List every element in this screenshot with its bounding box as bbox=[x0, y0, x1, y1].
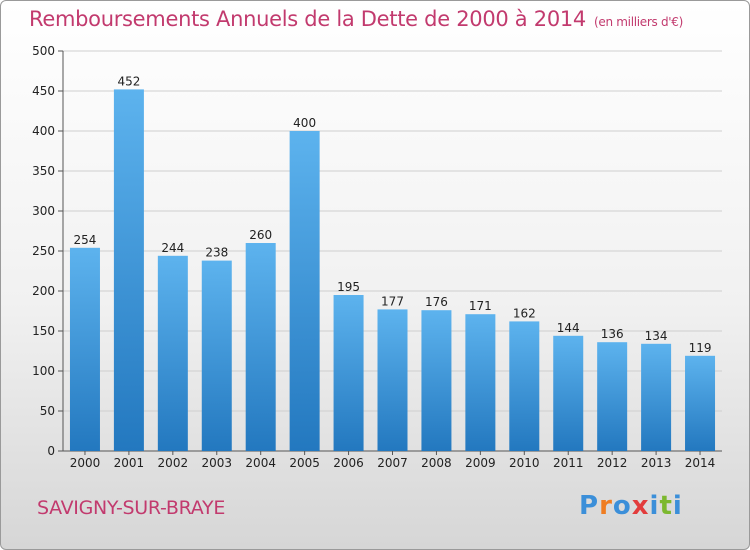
y-tick-label: 450 bbox=[32, 84, 55, 98]
bars bbox=[69, 89, 716, 452]
logo-letter: x bbox=[631, 491, 650, 521]
data-label-2009: 171 bbox=[469, 299, 492, 313]
bar-2009 bbox=[465, 314, 496, 451]
y-tick-label: 100 bbox=[32, 364, 55, 378]
x-tick-label-2008: 2008 bbox=[421, 456, 452, 470]
labels: 0 50 100 150 200 250 300 350 400 450 500 254 2000 452… bbox=[32, 44, 715, 470]
data-label-2003: 238 bbox=[205, 246, 228, 260]
x-tick-label-2003: 2003 bbox=[201, 456, 232, 470]
x-tick-label-2009: 2009 bbox=[465, 456, 496, 470]
x-tick-label-2013: 2013 bbox=[641, 456, 672, 470]
data-label-2002: 244 bbox=[161, 241, 184, 255]
data-label-2007: 177 bbox=[381, 294, 404, 308]
logo-letter: P bbox=[579, 491, 600, 521]
chart-unit: (en milliers d'€) bbox=[594, 15, 684, 29]
y-tick-label: 50 bbox=[40, 404, 55, 418]
y-tick-label: 400 bbox=[32, 124, 55, 138]
y-tick-label: 200 bbox=[32, 284, 55, 298]
data-label-2010: 162 bbox=[513, 306, 536, 320]
x-tick-label-2006: 2006 bbox=[333, 456, 364, 470]
bar-2003 bbox=[201, 260, 232, 451]
x-tick-label-2012: 2012 bbox=[597, 456, 628, 470]
x-tick-label-2004: 2004 bbox=[245, 456, 276, 470]
logo-letter: r bbox=[599, 491, 613, 521]
y-tick-label: 250 bbox=[32, 244, 55, 258]
chart-title: Remboursements Annuels de la Dette de 20… bbox=[29, 7, 683, 31]
data-label-2001: 452 bbox=[117, 74, 140, 88]
bar-2013 bbox=[641, 343, 672, 451]
logo-letter: i bbox=[672, 491, 683, 521]
y-tick-label: 150 bbox=[32, 324, 55, 338]
data-label-2013: 134 bbox=[645, 329, 668, 343]
y-tick-label: 0 bbox=[47, 444, 55, 458]
x-tick-label-2014: 2014 bbox=[685, 456, 716, 470]
data-label-2012: 136 bbox=[601, 327, 624, 341]
x-tick-label-2010: 2010 bbox=[509, 456, 540, 470]
bar-2010 bbox=[509, 321, 540, 451]
x-tick-label-2002: 2002 bbox=[158, 456, 189, 470]
x-tick-label-2011: 2011 bbox=[553, 456, 584, 470]
bar-2004 bbox=[245, 243, 276, 451]
x-tick-label-2001: 2001 bbox=[114, 456, 145, 470]
city-name: SAVIGNY-SUR-BRAYE bbox=[37, 497, 226, 519]
logo-letter: i bbox=[649, 491, 660, 521]
data-label-2006: 195 bbox=[337, 280, 360, 294]
bar-2008 bbox=[421, 310, 452, 451]
data-label-2005: 400 bbox=[293, 116, 316, 130]
bar-2001 bbox=[113, 89, 144, 452]
chart-title-text: Remboursements Annuels de la Dette de 20… bbox=[29, 7, 586, 31]
data-label-2014: 119 bbox=[689, 341, 712, 355]
y-tick-label: 500 bbox=[32, 44, 55, 58]
logo-letter: o bbox=[612, 491, 632, 521]
data-label-2000: 254 bbox=[74, 233, 97, 247]
bar-2005 bbox=[289, 131, 320, 451]
bar-2007 bbox=[377, 309, 408, 451]
bar-2006 bbox=[333, 295, 364, 451]
bar-2012 bbox=[597, 342, 628, 451]
bar-2000 bbox=[69, 247, 100, 451]
y-tick-label: 300 bbox=[32, 204, 55, 218]
x-tick-label-2007: 2007 bbox=[377, 456, 408, 470]
bar-2014 bbox=[685, 355, 716, 451]
proxiti-logo: Proxiti bbox=[579, 491, 683, 521]
x-tick-label-2000: 2000 bbox=[70, 456, 101, 470]
x-tick-label-2005: 2005 bbox=[289, 456, 320, 470]
data-label-2004: 260 bbox=[249, 228, 272, 242]
y-tick-label: 350 bbox=[32, 164, 55, 178]
logo-letter: t bbox=[659, 491, 673, 521]
bar-2002 bbox=[157, 255, 188, 451]
bar-2011 bbox=[553, 335, 584, 451]
data-label-2008: 176 bbox=[425, 295, 448, 309]
data-label-2011: 144 bbox=[557, 321, 580, 335]
